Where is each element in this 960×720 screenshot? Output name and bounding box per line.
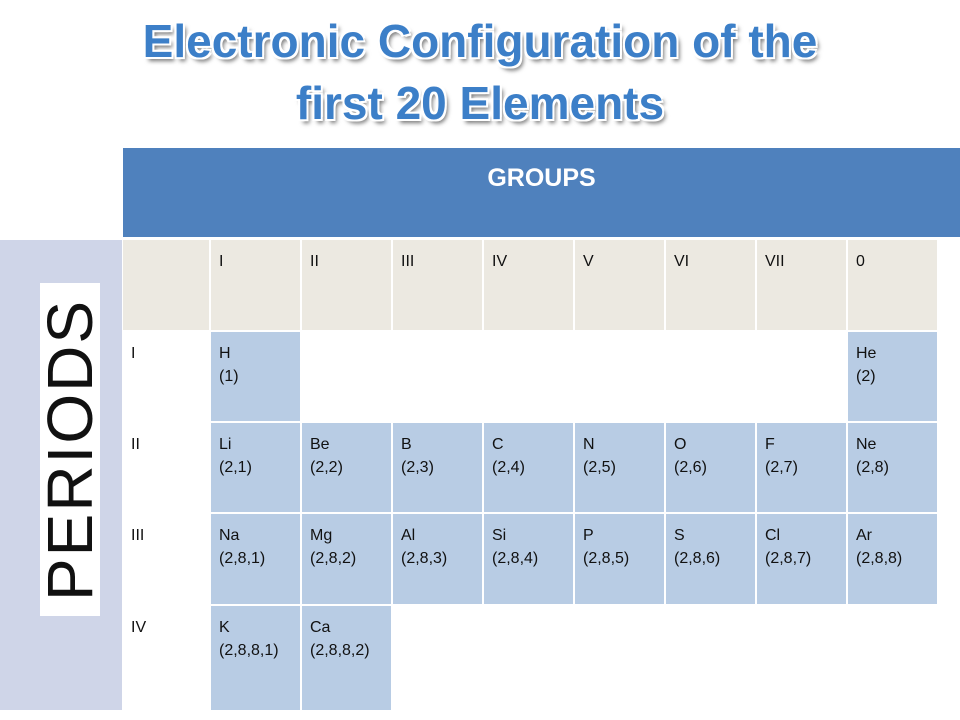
column-header: II [302, 240, 391, 330]
element-cell: H (1) [211, 332, 300, 421]
element-symbol: Ar [856, 527, 872, 544]
element-symbol: B [401, 436, 412, 453]
element-cell: O (2,6) [666, 423, 755, 512]
row-label: II [123, 423, 209, 512]
element-config: (2,8) [856, 459, 889, 476]
element-symbol: S [674, 527, 685, 544]
element-symbol: Al [401, 527, 416, 544]
periods-label: PERIODS [34, 298, 106, 602]
element-symbol: Li [219, 436, 232, 453]
element-config: (2) [856, 368, 876, 385]
element-cell: K (2,8,8,1) [211, 606, 300, 710]
element-symbol: Mg [310, 527, 333, 544]
element-symbol: K [219, 619, 230, 636]
element-config: (2,8,5) [583, 550, 630, 567]
header-corner [123, 240, 209, 330]
element-cell: P (2,8,5) [575, 514, 664, 604]
element-cell: Ar (2,8,8) [848, 514, 937, 604]
element-cell: Ne (2,8) [848, 423, 937, 512]
element-config: (2,8,2) [310, 550, 357, 567]
element-cell: Si (2,8,4) [484, 514, 573, 604]
element-symbol: Ca [310, 619, 331, 636]
element-symbol: Na [219, 527, 240, 544]
element-cell: Na (2,8,1) [211, 514, 300, 604]
element-cell: Al (2,8,3) [393, 514, 482, 604]
element-config: (2,3) [401, 459, 434, 476]
column-header: I [211, 240, 300, 330]
element-symbol: Be [310, 436, 330, 453]
element-config: (2,8,8,1) [219, 642, 279, 659]
column-header: VII [757, 240, 846, 330]
row-label: I [123, 332, 209, 421]
element-config: (2,8,8,2) [310, 642, 370, 659]
element-symbol: He [856, 345, 877, 362]
element-cell: Be (2,2) [302, 423, 391, 512]
element-symbol: Cl [765, 527, 781, 544]
element-symbol: H [219, 345, 231, 362]
periods-box [40, 283, 100, 616]
element-cell: B (2,3) [393, 423, 482, 512]
element-config: (2,8,4) [492, 550, 539, 567]
element-config: (2,8,6) [674, 550, 721, 567]
element-config: (2,8,1) [219, 550, 266, 567]
element-cell: Mg (2,8,2) [302, 514, 391, 604]
column-header: III [393, 240, 482, 330]
column-header: VI [666, 240, 755, 330]
element-symbol: N [583, 436, 595, 453]
column-header: 0 [848, 240, 937, 330]
element-config: (2,7) [765, 459, 798, 476]
column-header: V [575, 240, 664, 330]
element-cell: Li (2,1) [211, 423, 300, 512]
element-config: (2,4) [492, 459, 525, 476]
title-line: first 20 Elements [295, 77, 665, 129]
element-config: (2,8,8) [856, 550, 903, 567]
element-config: (2,6) [674, 459, 707, 476]
element-config: (2,1) [219, 459, 252, 476]
element-cell: S (2,8,6) [666, 514, 755, 604]
element-cell: Ca (2,8,8,2) [302, 606, 391, 710]
element-symbol: C [492, 436, 504, 453]
element-config: (2,8,3) [401, 550, 448, 567]
element-symbol: Ne [856, 436, 877, 453]
title-line: Electronic Configuration of the [142, 15, 818, 67]
element-symbol: P [583, 527, 594, 544]
element-cell: C (2,4) [484, 423, 573, 512]
element-config: (2,8,7) [765, 550, 812, 567]
element-cell: Cl (2,8,7) [757, 514, 846, 604]
element-cell: F (2,7) [757, 423, 846, 512]
row-label: IV [123, 606, 209, 710]
element-symbol: Si [492, 527, 507, 544]
element-config: (1) [219, 368, 239, 385]
element-symbol: O [674, 436, 687, 453]
row-label: III [123, 514, 209, 604]
element-config: (2,2) [310, 459, 343, 476]
column-header: IV [484, 240, 573, 330]
element-symbol: F [765, 436, 775, 453]
element-cell: N (2,5) [575, 423, 664, 512]
element-config: (2,5) [583, 459, 616, 476]
groups-header: GROUPS [123, 148, 960, 237]
element-cell: He (2) [848, 332, 937, 421]
